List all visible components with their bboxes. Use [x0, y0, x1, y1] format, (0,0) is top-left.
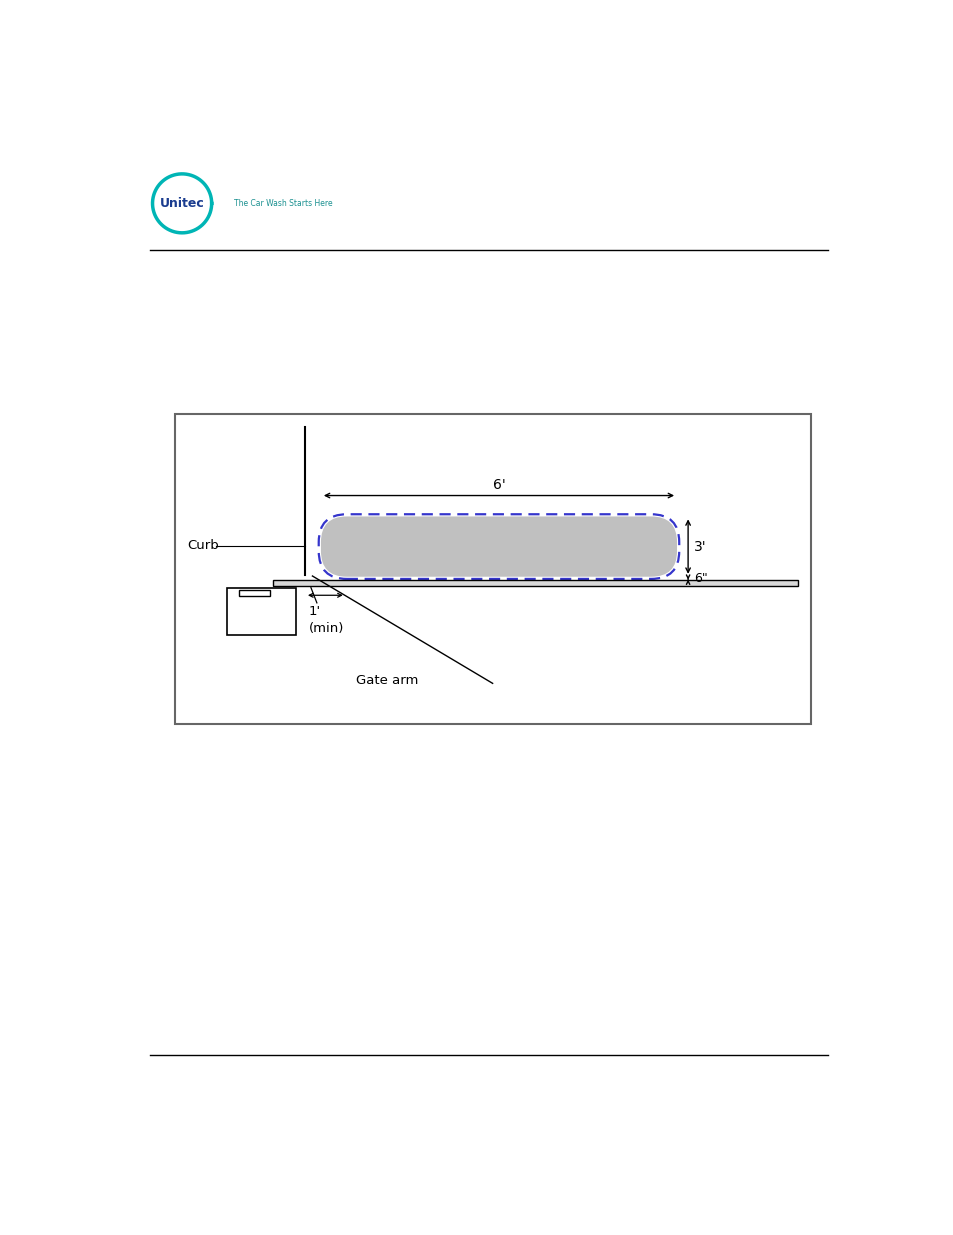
- Text: 6': 6': [492, 478, 505, 492]
- Text: 1': 1': [309, 605, 320, 618]
- Bar: [273, 579, 797, 585]
- Bar: [239, 590, 270, 595]
- Bar: [227, 588, 295, 636]
- Text: The Car Wash Starts Here: The Car Wash Starts Here: [233, 199, 333, 207]
- Text: Curb: Curb: [187, 540, 219, 552]
- Text: Unitec: Unitec: [159, 196, 204, 210]
- Bar: [174, 415, 810, 724]
- FancyBboxPatch shape: [320, 516, 677, 577]
- Text: Gate arm: Gate arm: [355, 674, 417, 687]
- Text: 6": 6": [693, 572, 707, 584]
- Text: 3': 3': [693, 540, 706, 553]
- Text: (min): (min): [309, 622, 344, 635]
